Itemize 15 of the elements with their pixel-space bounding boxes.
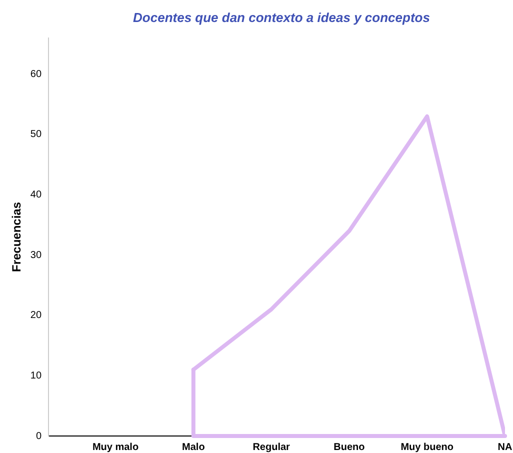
x-tick-label: Malo — [182, 442, 205, 453]
y-tick-label: 30 — [30, 250, 42, 261]
y-tick-label: 20 — [30, 310, 42, 322]
y-tick-label: 10 — [30, 370, 42, 382]
y-axis-title: Frecuencias — [10, 202, 24, 272]
y-tick-label: 40 — [30, 190, 42, 201]
y-tick-label: 0 — [36, 430, 42, 442]
x-tick-label: Muy bueno — [400, 442, 454, 453]
x-tick-label: Bueno — [334, 442, 365, 453]
x-tick-label: NA — [498, 442, 512, 453]
x-tick-label: Muy malo — [92, 442, 139, 453]
chart-title: Docentes que dan contexto a ideas y conceptos — [132, 10, 431, 25]
y-tick-label: 50 — [30, 129, 42, 140]
x-tick-label: Regular — [252, 442, 290, 453]
y-tick-label: 60 — [30, 68, 42, 80]
